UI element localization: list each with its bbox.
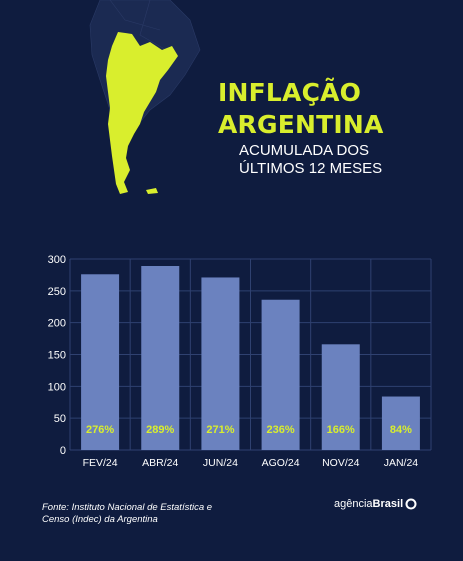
title-line-2: ARGENTINA bbox=[218, 110, 384, 139]
south-america-map bbox=[89, 0, 201, 194]
data-label: 236% bbox=[267, 424, 295, 436]
x-tick-label: ABR/24 bbox=[142, 457, 178, 469]
logo-prefix: agência bbox=[334, 498, 373, 510]
tierra-del-fuego-shape bbox=[146, 188, 158, 194]
border-lines bbox=[109, 0, 176, 56]
y-tick-label: 0 bbox=[60, 445, 66, 457]
source-note: Fonte: Instituto Nacional de Estatística… bbox=[42, 502, 213, 525]
y-tick-label: 200 bbox=[48, 318, 66, 330]
data-label: 271% bbox=[206, 424, 234, 436]
title-line-1: INFLAÇÃO bbox=[218, 78, 362, 107]
x-tick-label: NOV/24 bbox=[322, 457, 360, 469]
y-tick-label: 150 bbox=[48, 350, 66, 362]
argentina-shape bbox=[106, 32, 178, 194]
data-label: 289% bbox=[146, 424, 174, 436]
logo-suffix: Brasil bbox=[372, 498, 404, 510]
bar bbox=[141, 266, 180, 450]
x-tick-label: JUN/24 bbox=[203, 457, 238, 469]
data-label: 84% bbox=[390, 424, 412, 436]
data-label: 166% bbox=[327, 424, 355, 436]
subtitle-line-1: ACUMULADA DOS bbox=[239, 142, 370, 159]
bar bbox=[321, 344, 360, 450]
logo-circle-icon bbox=[405, 498, 417, 510]
bar-chart: 0 50 100 150 200 250 300 276% FEV/24 289% ABR/24 27… bbox=[48, 254, 432, 469]
data-label: 276% bbox=[86, 424, 114, 436]
y-tick-label: 250 bbox=[48, 286, 66, 298]
bar bbox=[381, 396, 420, 450]
y-tick-label: 100 bbox=[48, 381, 66, 393]
subtitle-line-2: ÚLTIMOS 12 MESES bbox=[239, 160, 383, 177]
bar bbox=[201, 277, 240, 450]
x-tick-label: FEV/24 bbox=[83, 457, 118, 469]
y-tick-label: 300 bbox=[48, 254, 66, 266]
agencia-brasil-logo: agência Brasil bbox=[334, 498, 417, 510]
bar bbox=[261, 299, 300, 450]
y-tick-label: 50 bbox=[54, 413, 66, 425]
x-tick-label: AGO/24 bbox=[262, 457, 300, 469]
x-tick-label: JAN/24 bbox=[384, 457, 419, 469]
bar bbox=[81, 274, 120, 450]
